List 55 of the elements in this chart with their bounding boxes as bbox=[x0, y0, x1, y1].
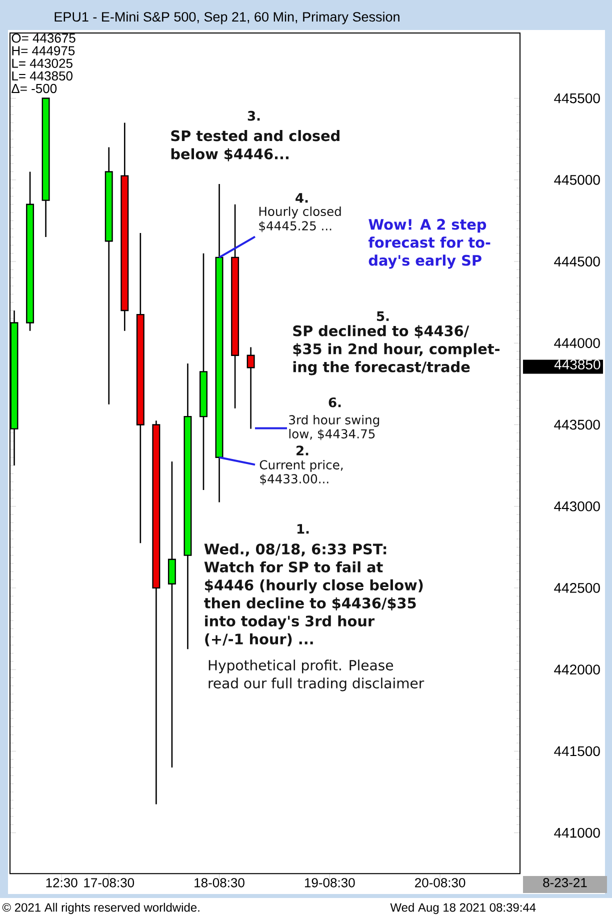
annotation: then decline to $4436/$35 bbox=[204, 597, 416, 610]
annotation: $4446 (hourly close below) bbox=[205, 579, 423, 594]
y-tick-label: 444500 bbox=[554, 256, 600, 266]
annotation: 6. bbox=[328, 397, 341, 408]
annotation: Watch for SP to fail at bbox=[204, 561, 383, 572]
y-tick-label: 443500 bbox=[554, 420, 600, 430]
annotation: O= 443675 bbox=[12, 34, 76, 43]
y-tick-label: 445500 bbox=[554, 93, 600, 104]
text: © 2021 All rights reserved worldwide. bbox=[2, 902, 200, 914]
annotation: ing the forecast/trade bbox=[293, 361, 470, 376]
annotation: Wed., 08/18, 6:33 PST: bbox=[204, 543, 386, 556]
text: 443850 bbox=[554, 360, 600, 370]
y-tick-label: 445000 bbox=[554, 174, 600, 185]
annotation: forecast for to- bbox=[368, 236, 490, 248]
annotation: (+/-1 hour) ... bbox=[205, 633, 313, 646]
annotation: L= 443850 bbox=[12, 71, 72, 81]
y-tick-label: 444000 bbox=[554, 338, 600, 348]
annotation: $4445.25 ... bbox=[259, 220, 332, 232]
candlestick bbox=[168, 460, 176, 768]
annotation: 1. bbox=[297, 524, 309, 534]
annotation: day's early SP bbox=[368, 254, 482, 269]
annotation: H= 444975 bbox=[12, 46, 75, 56]
y-tick-label: 442000 bbox=[554, 664, 600, 675]
annotation: low, $4434.75 bbox=[289, 428, 375, 440]
y-tick-label: 441000 bbox=[554, 828, 600, 838]
x-tick-label: 17-08:30 bbox=[84, 878, 134, 888]
x-tick-label: 19-08:30 bbox=[304, 878, 355, 888]
text: 8-23-21 bbox=[543, 878, 587, 888]
annotation: 2. bbox=[296, 446, 308, 456]
annotation: L= 443025 bbox=[12, 58, 72, 68]
y-tick-label: 443000 bbox=[554, 501, 600, 512]
annotation: $4433.00... bbox=[260, 474, 328, 486]
annotation: Wow! A 2 step bbox=[368, 218, 486, 233]
annotation: SP declined to $4436/ bbox=[293, 325, 470, 338]
annotation: Current price, bbox=[260, 460, 343, 472]
x-tick-label: 12:30 bbox=[46, 878, 78, 888]
x-tick-label: 20-08:30 bbox=[415, 878, 466, 888]
annotation: $35 in 2nd hour, complet- bbox=[293, 343, 500, 358]
chart-title: EPU1 - E-Mini S&P 500, Sep 21, 60 Min, Primary Session bbox=[54, 12, 400, 24]
annotation: 5. bbox=[377, 311, 389, 322]
text: Wed Aug 18 2021 08:39:44 bbox=[390, 902, 536, 914]
annotation: 3. bbox=[248, 110, 260, 121]
annotation: 4. bbox=[296, 193, 308, 203]
y-tick-label: 441500 bbox=[554, 746, 600, 756]
x-tick-label: 18-08:30 bbox=[194, 878, 244, 888]
y-tick-label: 442500 bbox=[554, 582, 600, 593]
annotation: Hypothetical profit. Please bbox=[208, 660, 394, 674]
annotation: below $4446... bbox=[171, 148, 288, 162]
annotation: SP tested and closed bbox=[171, 130, 340, 142]
annotation: 3rd hour swing bbox=[289, 414, 380, 427]
candlestick bbox=[246, 346, 255, 430]
annotation: Δ= -500 bbox=[12, 84, 57, 94]
annotation: read our full trading disclaimer bbox=[208, 678, 424, 692]
annotation: Hourly closed bbox=[259, 206, 341, 218]
annotation: into today's 3rd hour bbox=[205, 615, 375, 630]
